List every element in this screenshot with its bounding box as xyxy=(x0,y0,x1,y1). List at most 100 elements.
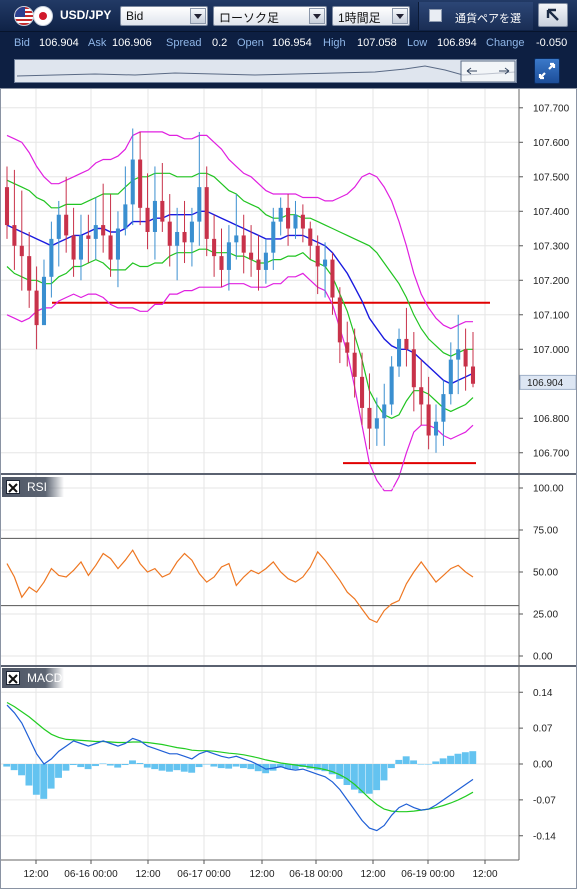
candle-body[interactable] xyxy=(212,238,217,257)
candle-body[interactable] xyxy=(219,256,224,270)
candle-body[interactable] xyxy=(389,366,394,405)
candle-body[interactable] xyxy=(345,342,350,353)
macd-histogram-bar xyxy=(447,755,455,764)
candle-body[interactable] xyxy=(49,238,54,277)
candle-body[interactable] xyxy=(86,235,91,239)
candle-body[interactable] xyxy=(19,245,24,257)
expand-button[interactable] xyxy=(534,58,560,84)
time-tick-label: 12:00 xyxy=(135,869,160,880)
candle-body[interactable] xyxy=(330,259,335,298)
candle-body[interactable] xyxy=(4,187,10,226)
chevron-down-icon[interactable] xyxy=(392,8,408,24)
candle-body[interactable] xyxy=(426,404,431,436)
macd-histogram-bar xyxy=(99,763,107,764)
candle-body[interactable] xyxy=(315,245,320,267)
macd-panel-title: MACD xyxy=(2,668,64,688)
candle-body[interactable] xyxy=(145,207,150,232)
candle-body[interactable] xyxy=(404,338,409,350)
chart-type-select[interactable]: ローソク足 xyxy=(213,6,327,26)
candle-body[interactable] xyxy=(382,404,387,419)
candle-body[interactable] xyxy=(78,235,84,260)
pair-select-checkbox[interactable] xyxy=(429,9,442,22)
candle-body[interactable] xyxy=(433,421,439,436)
macd-tick-label: 0.07 xyxy=(533,724,553,735)
candle-body[interactable] xyxy=(419,387,424,405)
candle-body[interactable] xyxy=(27,256,32,291)
candle-body[interactable] xyxy=(470,366,476,384)
chart-canvas[interactable]: 107.700 107.600 107.500 107.400 107.300 107.2… xyxy=(0,88,577,891)
candle-body[interactable] xyxy=(352,352,357,377)
macd-histogram-bar xyxy=(306,764,314,769)
candle-body[interactable] xyxy=(41,276,47,326)
candle-body[interactable] xyxy=(241,235,246,253)
close-icon[interactable] xyxy=(6,671,20,685)
close-icon[interactable] xyxy=(6,480,20,494)
candle-body[interactable] xyxy=(271,221,276,253)
candle-body[interactable] xyxy=(204,187,209,239)
candle-body[interactable] xyxy=(226,242,231,270)
candle-body[interactable] xyxy=(152,200,157,232)
candle-body[interactable] xyxy=(463,349,468,367)
ask-value: 106.906 xyxy=(112,37,152,49)
pair-select-toggle[interactable]: 通貨ペアを選 xyxy=(418,2,533,30)
candle-body[interactable] xyxy=(396,338,402,367)
candle-body[interactable] xyxy=(300,214,305,229)
chart-navigator[interactable] xyxy=(14,59,517,83)
macd-tick-label: 0.14 xyxy=(533,688,553,699)
macd-histogram-bar xyxy=(328,764,336,775)
candle-body[interactable] xyxy=(93,225,98,239)
candle-body[interactable] xyxy=(441,394,446,422)
chevron-down-icon[interactable] xyxy=(190,8,206,24)
candle-body[interactable] xyxy=(249,252,254,260)
candle-body[interactable] xyxy=(367,407,372,429)
candle-body[interactable] xyxy=(138,159,143,208)
candle-body[interactable] xyxy=(56,214,61,239)
candle-body[interactable] xyxy=(197,187,202,222)
macd-histogram-bar xyxy=(424,764,432,765)
candle-body[interactable] xyxy=(293,214,298,229)
rsi-tick-label: 0.00 xyxy=(533,652,553,663)
candle-body[interactable] xyxy=(167,221,172,246)
rsi-tick-label: 50.00 xyxy=(533,568,558,579)
candle-body[interactable] xyxy=(308,228,313,246)
candle-body[interactable] xyxy=(101,225,106,236)
candle-body[interactable] xyxy=(234,235,239,243)
candle-body[interactable] xyxy=(123,204,128,229)
candle-body[interactable] xyxy=(448,359,453,395)
candle-body[interactable] xyxy=(263,252,268,270)
candle-body[interactable] xyxy=(411,349,416,388)
period-select[interactable]: 1時間足 xyxy=(332,6,410,26)
macd-histogram-bar xyxy=(136,762,144,764)
candle-body[interactable] xyxy=(456,349,461,360)
candle-body[interactable] xyxy=(34,290,39,326)
candle-body[interactable] xyxy=(71,235,76,260)
candle-body[interactable] xyxy=(278,207,283,222)
candle-body[interactable] xyxy=(337,297,342,343)
candle-body[interactable] xyxy=(108,235,113,260)
bid-label: Bid xyxy=(14,37,30,49)
candle-body[interactable] xyxy=(360,376,365,408)
macd-histogram-bar xyxy=(439,758,447,764)
candle-body[interactable] xyxy=(286,207,291,229)
price-type-select[interactable]: Bid xyxy=(120,6,208,26)
price-type-value: Bid xyxy=(126,9,144,23)
macd-histogram-bar xyxy=(32,764,40,795)
macd-histogram-bar xyxy=(461,752,469,764)
undock-button[interactable] xyxy=(538,3,568,27)
candle-body[interactable] xyxy=(374,418,379,429)
price-tick-label: 107.600 xyxy=(533,138,570,149)
candle-body[interactable] xyxy=(182,231,187,243)
navigator-window-handle[interactable] xyxy=(460,60,516,82)
candle-body[interactable] xyxy=(12,225,17,246)
chevron-down-icon[interactable] xyxy=(309,8,325,24)
candle-body[interactable] xyxy=(256,259,261,270)
candle-body[interactable] xyxy=(323,259,328,267)
candle-body[interactable] xyxy=(189,221,194,243)
macd-histogram-bar xyxy=(195,764,203,768)
change-value: -0.050 xyxy=(536,37,568,49)
candle-body[interactable] xyxy=(160,200,165,222)
candle-body[interactable] xyxy=(130,159,135,205)
candle-body[interactable] xyxy=(115,228,120,260)
candle-body[interactable] xyxy=(64,214,69,236)
candle-body[interactable] xyxy=(175,231,180,246)
